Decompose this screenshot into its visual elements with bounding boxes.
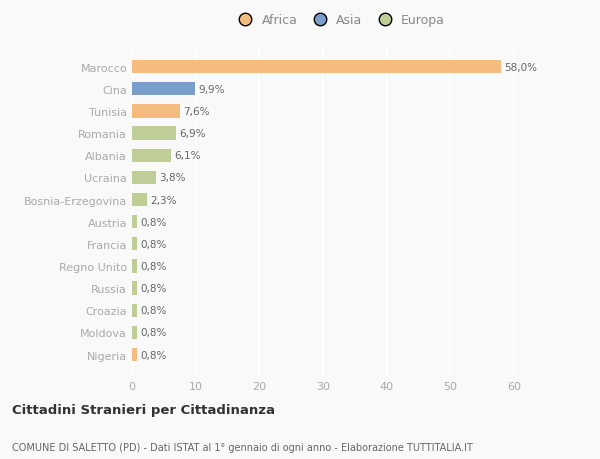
Text: COMUNE DI SALETTO (PD) - Dati ISTAT al 1° gennaio di ogni anno - Elaborazione TU: COMUNE DI SALETTO (PD) - Dati ISTAT al 1… xyxy=(12,442,473,452)
Bar xyxy=(132,83,195,96)
Legend: Africa, Asia, Europa: Africa, Asia, Europa xyxy=(228,9,450,32)
Bar xyxy=(132,282,137,295)
Text: 0,8%: 0,8% xyxy=(140,306,167,315)
Text: 58,0%: 58,0% xyxy=(505,62,538,73)
Bar xyxy=(132,348,137,361)
Text: 0,8%: 0,8% xyxy=(140,284,167,293)
Text: 0,8%: 0,8% xyxy=(140,261,167,271)
Text: 0,8%: 0,8% xyxy=(140,239,167,249)
Text: 0,8%: 0,8% xyxy=(140,328,167,338)
Text: 6,9%: 6,9% xyxy=(179,129,206,139)
Bar xyxy=(132,61,502,74)
Bar xyxy=(132,238,137,251)
Bar xyxy=(132,193,146,207)
Text: Cittadini Stranieri per Cittadinanza: Cittadini Stranieri per Cittadinanza xyxy=(12,403,275,416)
Text: 2,3%: 2,3% xyxy=(150,195,176,205)
Text: 7,6%: 7,6% xyxy=(184,107,210,117)
Text: 6,1%: 6,1% xyxy=(174,151,200,161)
Text: 3,8%: 3,8% xyxy=(160,173,186,183)
Bar xyxy=(132,127,176,140)
Text: 0,8%: 0,8% xyxy=(140,217,167,227)
Bar xyxy=(132,105,181,118)
Text: 9,9%: 9,9% xyxy=(198,84,225,95)
Bar xyxy=(132,260,137,273)
Bar xyxy=(132,149,171,162)
Bar xyxy=(132,216,137,229)
Bar xyxy=(132,171,156,185)
Bar xyxy=(132,304,137,317)
Text: 0,8%: 0,8% xyxy=(140,350,167,360)
Bar xyxy=(132,326,137,339)
